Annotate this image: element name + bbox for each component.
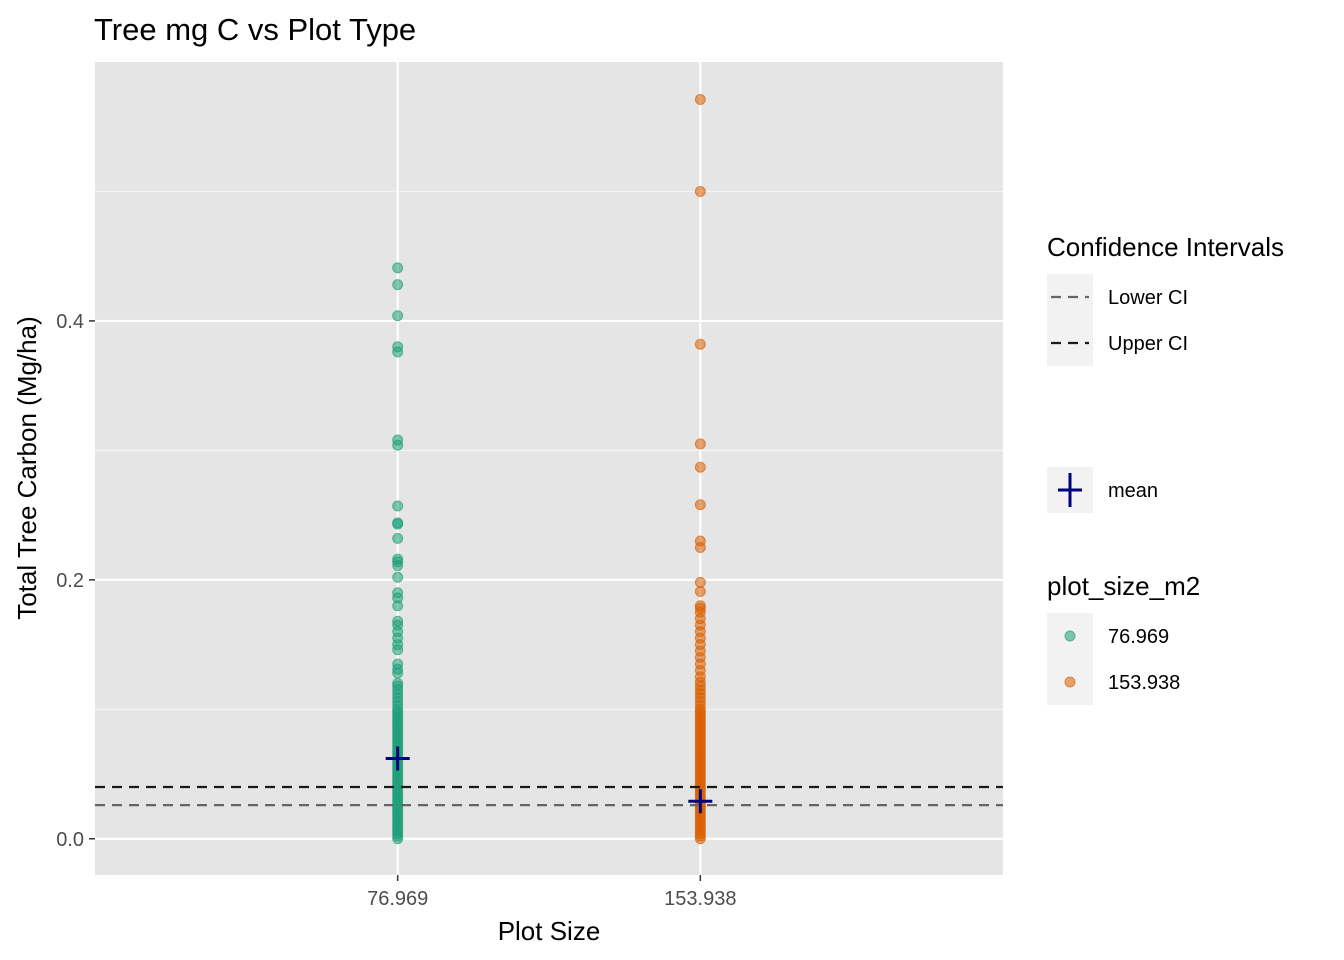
data-point: [392, 587, 404, 599]
legend-group: mean: [1047, 467, 1158, 513]
y-tick-label: 0.2: [56, 570, 84, 592]
data-point: [392, 677, 404, 689]
data-point: [694, 338, 706, 350]
legend-label: 76.969: [1108, 626, 1169, 648]
data-point: [694, 600, 706, 612]
data-point: [694, 185, 706, 197]
chart-title: Tree mg C vs Plot Type: [94, 12, 416, 47]
x-axis-title: Plot Size: [498, 916, 601, 946]
legend-label: mean: [1108, 480, 1158, 502]
y-axis: 0.0 0.2 0.4: [56, 311, 95, 851]
data-point: [392, 279, 404, 291]
data-point: [392, 500, 404, 512]
minor-gridlines: [95, 190, 1003, 710]
data-point: [392, 517, 404, 529]
data-point: [392, 658, 404, 670]
data-point: [392, 571, 404, 583]
legend-label: Upper CI: [1108, 333, 1188, 355]
mean-markers: [385, 746, 713, 814]
mean-marker: [385, 746, 410, 771]
data-point: [694, 438, 706, 450]
data-point: [694, 576, 706, 588]
legend-title: plot_size_m2: [1047, 571, 1200, 601]
legend-label: Lower CI: [1108, 287, 1188, 309]
data-point: [392, 341, 404, 353]
data-point: [694, 461, 706, 473]
mean-marker: [688, 789, 713, 814]
data-point: [392, 615, 404, 627]
legend-label: 153.938: [1108, 672, 1180, 694]
x-axis: 76.969 153.938: [367, 875, 736, 910]
data-point: [392, 553, 404, 565]
legend-title: Confidence Intervals: [1047, 232, 1284, 262]
x-tick-label: 153.938: [664, 888, 736, 910]
data-point: [392, 434, 404, 446]
y-tick-label: 0.0: [56, 829, 84, 851]
legend-group: Confidence Intervals Lower CI Upper CI: [1047, 232, 1284, 366]
y-tick-label: 0.4: [56, 311, 84, 333]
legend-key-point: [1064, 676, 1076, 688]
x-tick-label: 76.969: [367, 888, 428, 910]
y-axis-title: Total Tree Carbon (Mg/ha): [12, 316, 42, 619]
legend: Confidence Intervals Lower CI Upper CI mean…: [1047, 232, 1284, 705]
legend-key-point: [1064, 630, 1076, 642]
data-point: [694, 94, 706, 106]
data-point: [392, 532, 404, 544]
legend-group: plot_size_m2 76.969 153.938: [1047, 571, 1200, 705]
data-point: [694, 585, 706, 597]
data-point: [694, 499, 706, 511]
confidence-interval-lines: [95, 785, 1003, 807]
plot-panel: [95, 62, 1003, 875]
data-points: [392, 94, 706, 845]
major-gridlines: [95, 62, 1003, 875]
data-point: [392, 262, 404, 274]
data-point: [392, 310, 404, 322]
data-point: [694, 535, 706, 547]
